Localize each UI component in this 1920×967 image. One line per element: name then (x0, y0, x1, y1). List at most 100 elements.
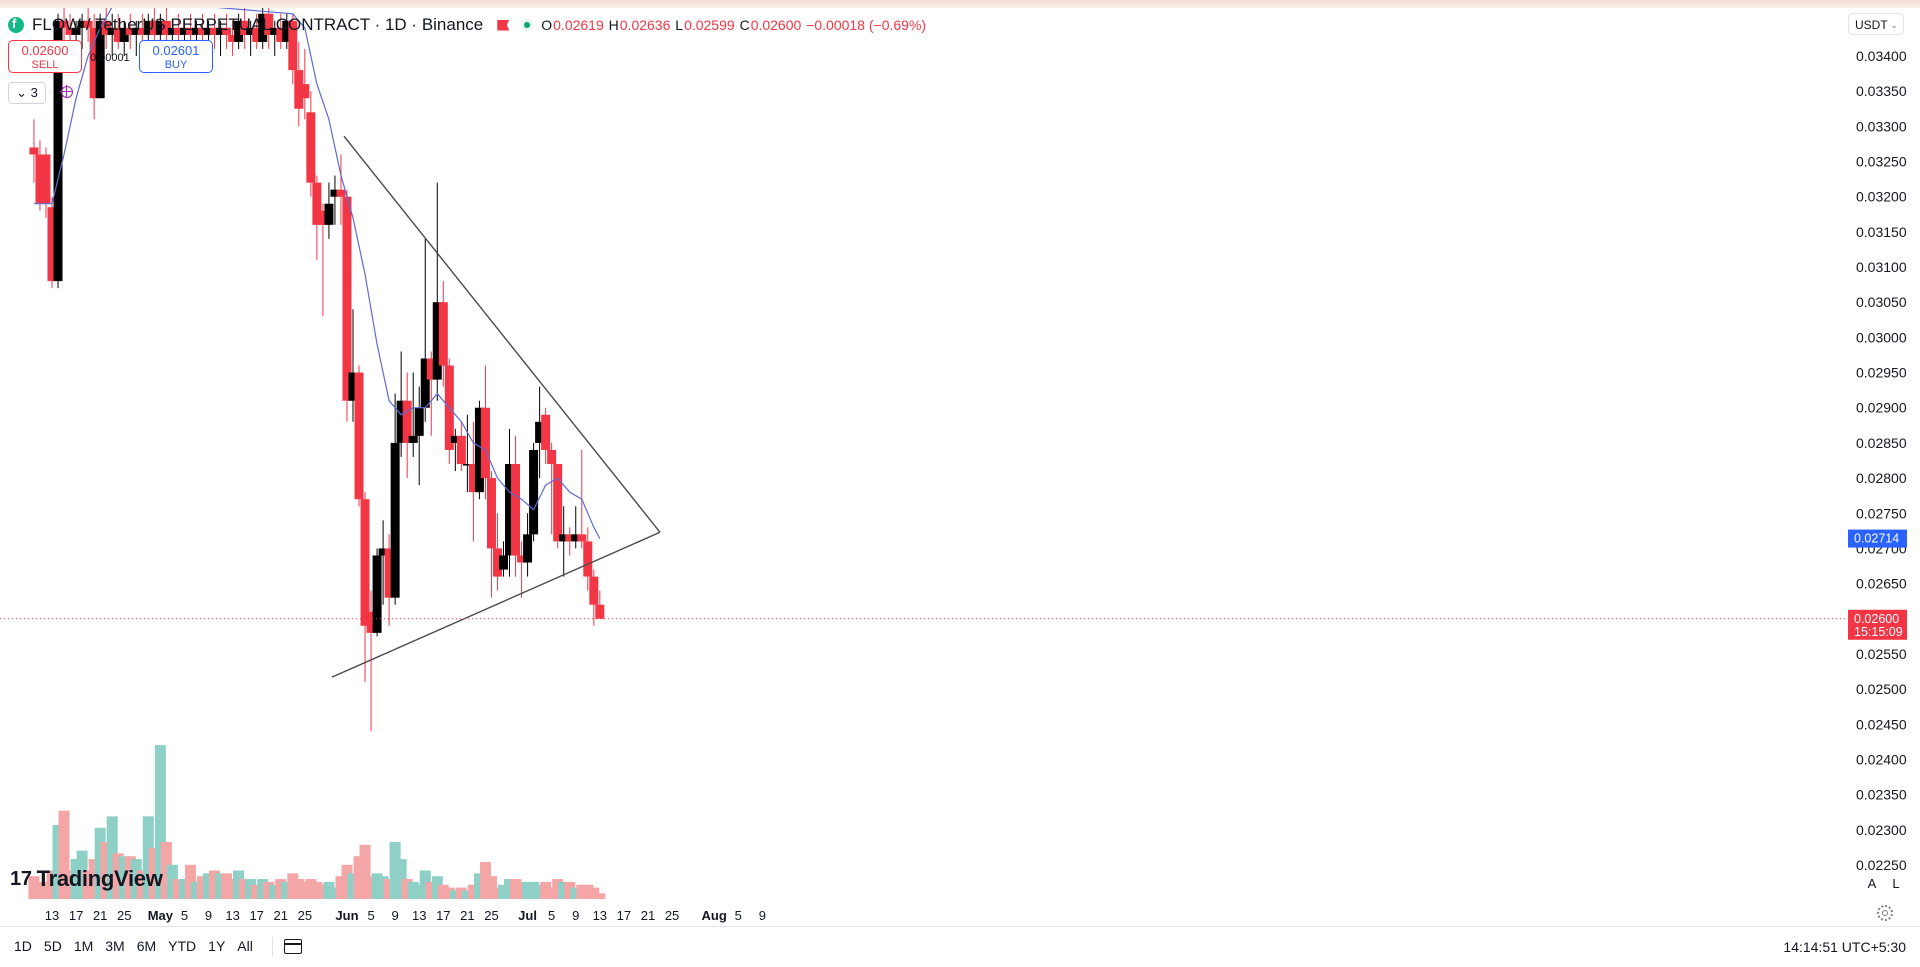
sell-label: SELL (31, 59, 59, 71)
sell-button[interactable]: 0.02600 SELL (8, 40, 82, 73)
volume-bar (311, 881, 323, 899)
candle-body (161, 20, 171, 35)
candle-body (408, 435, 418, 443)
price-tick-label: 0.02900 (1856, 400, 1907, 416)
volume-bar (88, 859, 100, 899)
time-tick-label: 17 (69, 908, 83, 923)
candle-body (294, 70, 304, 109)
candle-body (204, 27, 214, 35)
candle-body (324, 203, 334, 225)
volume-bar (166, 864, 178, 899)
candle-body (553, 464, 563, 542)
volume-bar (112, 853, 124, 899)
tradingview-watermark: 17 TradingView (10, 866, 163, 892)
volume-bar (419, 870, 431, 899)
volume-bar (347, 873, 359, 899)
volume-bar (431, 876, 443, 899)
candle-body (185, 27, 195, 35)
date-ranges: 1D 5D 1M 3M 6M YTD 1Y All (14, 938, 265, 954)
volume-bar (588, 887, 600, 899)
range-5d[interactable]: 5D (43, 938, 62, 954)
price-tick-label: 0.03100 (1856, 259, 1907, 275)
volume-bar (299, 881, 311, 899)
candle-body (468, 464, 478, 493)
auto-scale-button[interactable]: A (1862, 874, 1882, 894)
candle-body (155, 20, 165, 35)
candle-body (535, 421, 545, 443)
candle-body (390, 442, 400, 598)
candle-body (246, 27, 256, 35)
candle-body (77, 20, 87, 28)
candle-body (282, 20, 292, 42)
flag-icon[interactable] (497, 19, 510, 31)
candle-body (366, 611, 376, 633)
candle-body (173, 27, 183, 35)
range-ytd[interactable]: YTD (168, 938, 197, 954)
range-all[interactable]: All (237, 938, 253, 954)
log-scale-button[interactable]: L (1886, 874, 1906, 894)
volume-bar (227, 879, 239, 899)
volume-bars (28, 745, 606, 899)
volume-bar (64, 870, 76, 899)
price-tick-label: 0.03350 (1856, 83, 1907, 99)
volume-bar (209, 870, 221, 899)
crosshair-target-icon[interactable] (60, 85, 73, 98)
candle-body (300, 84, 310, 99)
price-tick-label: 0.02500 (1856, 681, 1907, 697)
currency-select[interactable]: USDT ⌄ (1848, 13, 1904, 35)
volume-bar (178, 879, 190, 899)
sell-price: 0.02600 (21, 43, 69, 58)
volume-bar (245, 879, 257, 899)
volume-bar (148, 847, 160, 899)
range-6m[interactable]: 6M (136, 938, 157, 954)
range-1m[interactable]: 1M (73, 938, 94, 954)
price-tick-label: 0.02300 (1856, 822, 1907, 838)
volume-bar (449, 890, 461, 899)
candle-body (523, 534, 533, 563)
range-3m[interactable]: 3M (105, 938, 125, 954)
candle-body (354, 372, 364, 500)
candle-body (474, 407, 484, 493)
candle-body (95, 20, 105, 99)
volume-bar (40, 881, 52, 899)
candle-body (47, 207, 57, 282)
candle-body (252, 27, 262, 42)
volume-bar (425, 881, 437, 899)
volume-bar (534, 884, 546, 899)
candle-body (492, 548, 502, 577)
buy-button[interactable]: 0.02601 BUY (139, 40, 213, 73)
buy-price: 0.02601 (152, 43, 200, 58)
candle-body (234, 20, 244, 42)
candle-body (71, 27, 81, 35)
candle-body (179, 27, 189, 35)
volume-bar (329, 887, 341, 899)
time-tick-label: 13 (412, 908, 426, 923)
spread-value: 0.00001 (90, 52, 130, 64)
range-1y[interactable]: 1Y (208, 938, 226, 954)
range-1d[interactable]: 1D (14, 938, 32, 954)
candle-body (149, 20, 159, 35)
volume-bar (485, 876, 497, 899)
volume-bar (389, 842, 401, 899)
indicators-toggle[interactable]: ⌄ 3 (8, 82, 46, 104)
candle-body (198, 27, 207, 35)
time-tick-label: 13 (45, 908, 59, 923)
chart-settings-gear-icon[interactable] (1877, 905, 1893, 921)
volume-bar (353, 856, 365, 899)
volume-bar (293, 879, 305, 899)
candle-body (499, 555, 508, 570)
candle-body (167, 27, 177, 35)
candle-body (35, 154, 45, 204)
candle-body (462, 464, 472, 466)
candle-body (402, 400, 412, 443)
price-label-box (1848, 609, 1907, 640)
calendar-icon[interactable] (284, 939, 302, 954)
candle-body (276, 27, 286, 42)
symbol-legend[interactable]: FLOW / TetherUS PERPETUAL CONTRACT · 1D … (8, 14, 927, 36)
price-label-box (1848, 529, 1907, 548)
volume-bar (516, 881, 528, 899)
moving-average-path (33, 8, 601, 539)
time-tick-label: 25 (665, 908, 679, 923)
candle-body (595, 604, 605, 619)
